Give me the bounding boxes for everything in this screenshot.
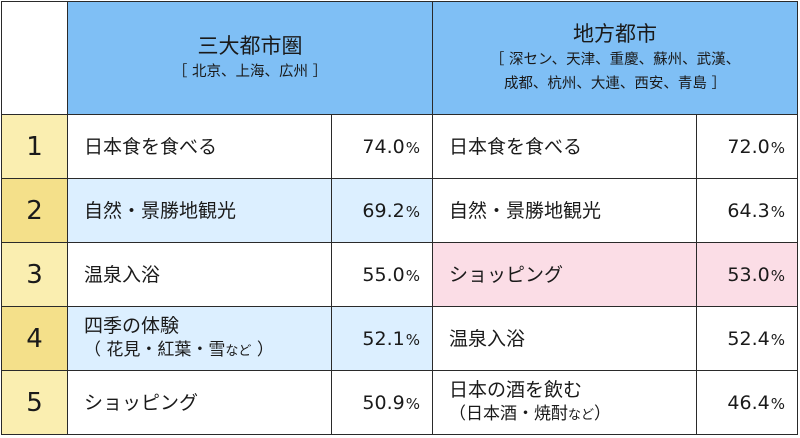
percent-unit: %	[405, 266, 420, 285]
percent-unit: %	[770, 266, 785, 285]
header-metro-cities: ［ 北京、上海、広州 ］	[172, 64, 328, 80]
rank-cell: 1	[1, 114, 68, 179]
table-row: 1 日本食を食べる 74.0% 日本食を食べる 72.0%	[1, 114, 798, 179]
note-text: （ 花見・紅葉・雪	[84, 339, 226, 360]
percent-unit: %	[770, 394, 785, 413]
percent-unit: %	[405, 138, 420, 157]
metro-item-note: （ 花見・紅葉・雪など ）	[84, 338, 331, 364]
regional-value-number: 52.4	[727, 327, 770, 350]
regional-value: 46.4%	[696, 370, 798, 435]
regional-value: 64.3%	[696, 178, 798, 243]
note-text: （日本酒・焼酎	[449, 403, 568, 424]
rank-cell: 5	[1, 370, 68, 435]
rank-cell: 2	[1, 178, 68, 243]
regional-value: 52.4%	[696, 306, 798, 371]
note-close: ）	[594, 403, 612, 424]
rank-cell: 3	[1, 242, 68, 307]
metro-value: 74.0%	[331, 114, 433, 179]
metro-value: 69.2%	[331, 178, 433, 243]
regional-value-number: 72.0	[727, 135, 770, 158]
regional-item: ショッピング	[432, 242, 697, 307]
percent-unit: %	[770, 138, 785, 157]
table-row: 5 ショッピング 50.9% 日本の酒を飲む （日本酒・焼酎など） 46.4%	[1, 370, 798, 435]
metro-item-title: 四季の体験	[84, 314, 180, 337]
metro-value: 50.9%	[331, 370, 433, 435]
percent-unit: %	[405, 330, 420, 349]
table-row: 4 四季の体験 （ 花見・紅葉・雪など ） 52.1% 温泉入浴 52.4%	[1, 306, 798, 371]
metro-value: 52.1%	[331, 306, 433, 371]
percent-unit: %	[770, 330, 785, 349]
rank-cell: 4	[1, 306, 68, 371]
note-close: ）	[251, 339, 274, 360]
header-regional-cities-line1: ［ 深セン、天津、重慶、蘇州、武漢、	[489, 52, 741, 68]
metro-item: ショッピング	[67, 370, 332, 435]
metro-value: 55.0%	[331, 242, 433, 307]
table-row: 2 自然・景勝地観光 69.2% 自然・景勝地観光 64.3%	[1, 178, 798, 243]
regional-item: 温泉入浴	[432, 306, 697, 371]
note-etc: など	[225, 343, 252, 359]
regional-item: 自然・景勝地観光	[432, 178, 697, 243]
header-metro-title: 三大都市圏	[197, 34, 303, 58]
table-row: 3 温泉入浴 55.0% ショッピング 53.0%	[1, 242, 798, 307]
metro-value-number: 69.2	[362, 199, 405, 222]
header-regional-title: 地方都市	[573, 22, 657, 46]
regional-item: 日本食を食べる	[432, 114, 697, 179]
note-etc: など	[568, 407, 595, 423]
regional-item: 日本の酒を飲む （日本酒・焼酎など）	[432, 370, 697, 435]
metro-item: 日本食を食べる	[67, 114, 332, 179]
metro-value-number: 52.1	[362, 327, 405, 350]
header-regional: 地方都市 ［ 深セン、天津、重慶、蘇州、武漢、 成都、杭州、大連、西安、青島 ］	[432, 1, 798, 115]
percent-unit: %	[405, 394, 420, 413]
header-row: 三大都市圏 ［ 北京、上海、広州 ］ 地方都市 ［ 深セン、天津、重慶、蘇州、武…	[1, 1, 798, 115]
metro-value-number: 50.9	[362, 391, 405, 414]
metro-item: 四季の体験 （ 花見・紅葉・雪など ）	[67, 306, 332, 371]
metro-value-number: 74.0	[362, 135, 405, 158]
regional-value-number: 53.0	[727, 263, 770, 286]
header-regional-cities-line2: 成都、杭州、大連、西安、青島 ］	[503, 76, 727, 92]
regional-value: 53.0%	[696, 242, 798, 307]
metro-item: 自然・景勝地観光	[67, 178, 332, 243]
regional-value-number: 64.3	[727, 199, 770, 222]
corner-cell	[1, 1, 68, 115]
regional-value: 72.0%	[696, 114, 798, 179]
header-metro: 三大都市圏 ［ 北京、上海、広州 ］	[67, 1, 433, 115]
regional-value-number: 46.4	[727, 391, 770, 414]
percent-unit: %	[770, 202, 785, 221]
percent-unit: %	[405, 202, 420, 221]
metro-item: 温泉入浴	[67, 242, 332, 307]
metro-value-number: 55.0	[362, 263, 405, 286]
regional-item-title: 日本の酒を飲む	[449, 378, 583, 401]
regional-item-note: （日本酒・焼酎など）	[449, 402, 696, 428]
